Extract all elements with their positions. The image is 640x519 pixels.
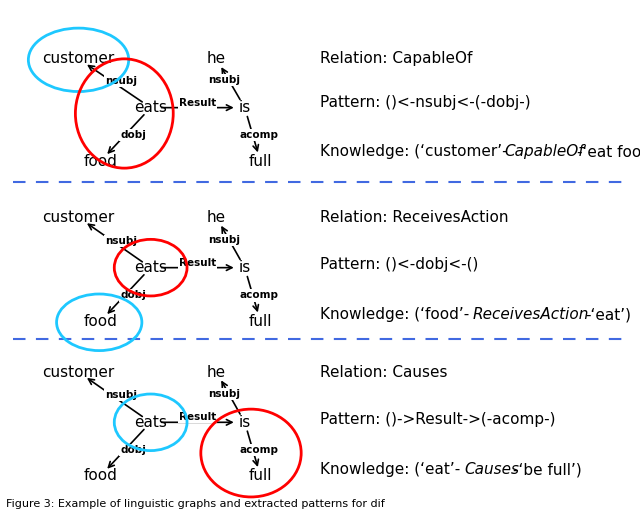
Text: eats: eats — [134, 260, 167, 275]
Text: acomp: acomp — [239, 291, 278, 301]
Text: customer: customer — [42, 364, 115, 379]
Text: he: he — [207, 364, 226, 379]
Text: Result: Result — [179, 98, 216, 108]
Text: acomp: acomp — [239, 130, 278, 141]
Text: full: full — [249, 469, 272, 484]
Text: Knowledge: (‘eat’-: Knowledge: (‘eat’- — [320, 462, 460, 477]
Text: Causes: Causes — [465, 462, 520, 477]
Text: is: is — [239, 415, 251, 430]
Text: dobj: dobj — [120, 291, 146, 301]
Text: dobj: dobj — [120, 130, 146, 141]
Text: he: he — [207, 51, 226, 66]
Text: Pattern: ()->Result->(-acomp-): Pattern: ()->Result->(-acomp-) — [320, 413, 556, 427]
Text: -‘eat food’): -‘eat food’) — [577, 144, 640, 159]
Text: Pattern: ()<-nsubj<-(-dobj-): Pattern: ()<-nsubj<-(-dobj-) — [320, 95, 531, 110]
Text: food: food — [84, 154, 117, 169]
Text: customer: customer — [42, 51, 115, 66]
Text: Knowledge: (‘customer’-: Knowledge: (‘customer’- — [320, 144, 508, 159]
Text: Knowledge: (‘food’-: Knowledge: (‘food’- — [320, 307, 469, 322]
Text: is: is — [239, 100, 251, 115]
Text: nsubj: nsubj — [209, 235, 241, 244]
Text: Figure 3: Example of linguistic graphs and extracted patterns for dif: Figure 3: Example of linguistic graphs a… — [6, 499, 385, 509]
Text: nsubj: nsubj — [209, 389, 241, 399]
Text: Pattern: ()<-dobj<-(): Pattern: ()<-dobj<-() — [320, 257, 478, 272]
Text: nsubj: nsubj — [105, 236, 137, 245]
Text: nsubj: nsubj — [209, 75, 241, 85]
Text: dobj: dobj — [120, 445, 146, 455]
Text: eats: eats — [134, 100, 167, 115]
Text: Result: Result — [179, 413, 216, 422]
Text: CapableOf: CapableOf — [505, 144, 584, 159]
Text: food: food — [84, 314, 117, 329]
Text: customer: customer — [42, 210, 115, 225]
Text: full: full — [249, 314, 272, 329]
Text: full: full — [249, 154, 272, 169]
Text: Relation: ReceivesAction: Relation: ReceivesAction — [320, 210, 509, 225]
Text: ReceivesAction: ReceivesAction — [472, 307, 589, 322]
Text: acomp: acomp — [239, 445, 278, 455]
Text: -‘be full’): -‘be full’) — [513, 462, 581, 477]
Text: eats: eats — [134, 415, 167, 430]
Text: is: is — [239, 260, 251, 275]
Text: he: he — [207, 210, 226, 225]
Text: Result: Result — [179, 258, 216, 268]
Text: Relation: CapableOf: Relation: CapableOf — [320, 51, 472, 66]
Text: -‘eat’): -‘eat’) — [585, 307, 631, 322]
Text: nsubj: nsubj — [105, 390, 137, 400]
Text: Relation: Causes: Relation: Causes — [320, 364, 447, 379]
Text: food: food — [84, 469, 117, 484]
Text: nsubj: nsubj — [105, 76, 137, 86]
